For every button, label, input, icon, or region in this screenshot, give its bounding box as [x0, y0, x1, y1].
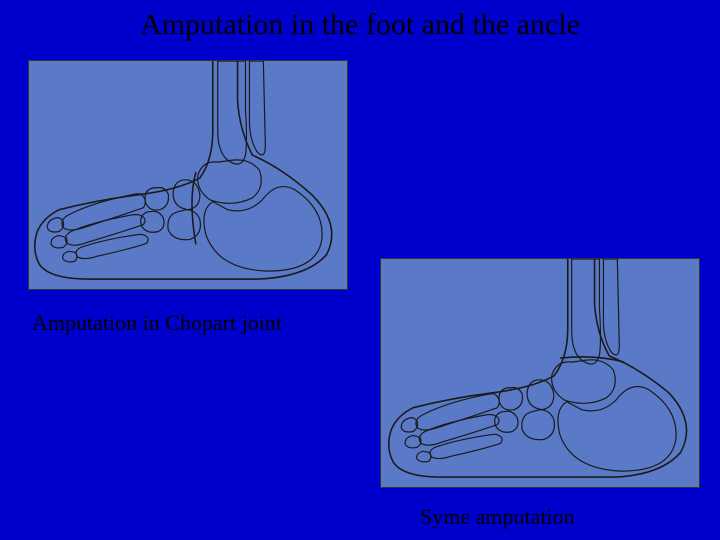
figure-chopart: [28, 60, 348, 290]
caption-chopart: Amputation in Chopart joint: [32, 310, 282, 336]
caption-syme: Syme amputation: [420, 504, 575, 530]
slide-title: Amputation in the foot and the ancle: [50, 8, 670, 42]
foot-diagram-syme: [381, 259, 699, 487]
foot-diagram-chopart: [29, 61, 347, 289]
figure-syme: [380, 258, 700, 488]
